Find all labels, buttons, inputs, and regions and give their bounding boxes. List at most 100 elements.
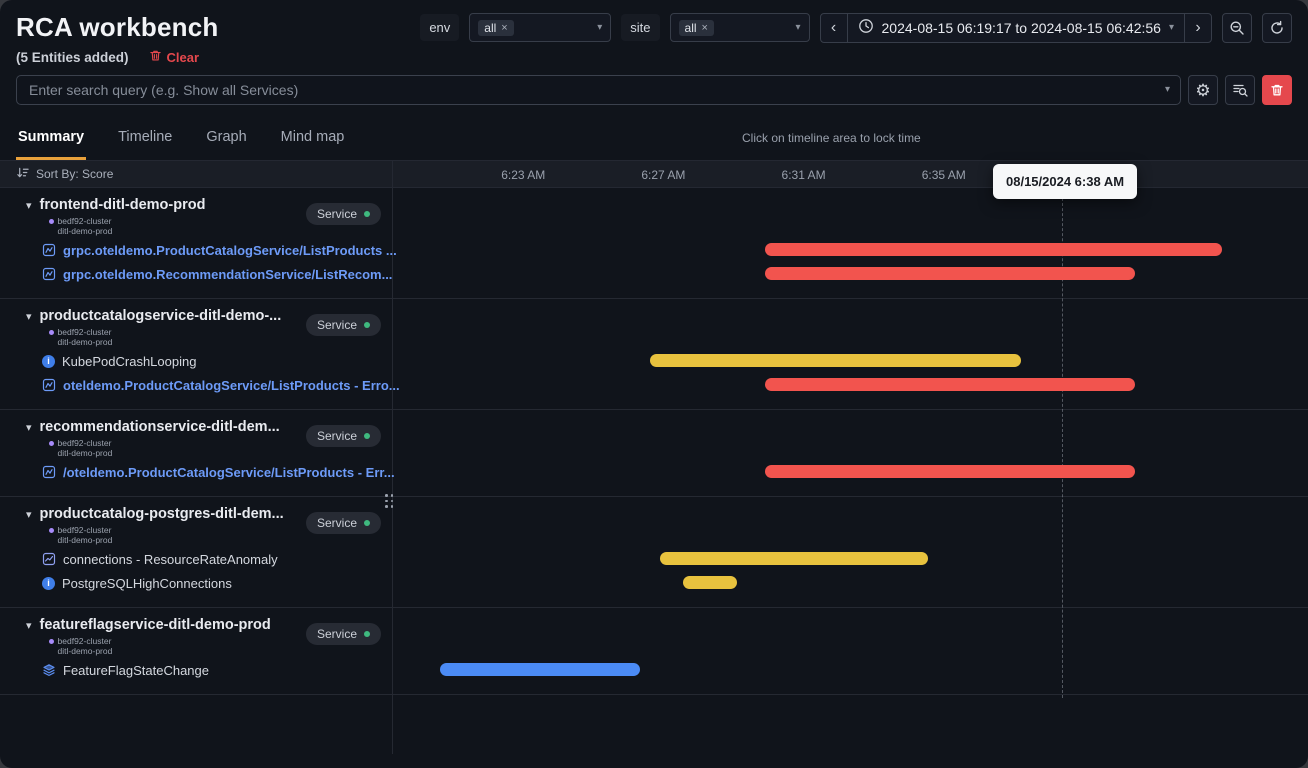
chevron-down-icon[interactable]: ▾ (26, 509, 32, 521)
event-bar-critical[interactable] (765, 267, 1135, 280)
chevron-down-icon[interactable]: ▾ (26, 311, 32, 323)
entity-group-row: ▾ productcatalogservice-ditl-demo-... be… (0, 299, 1308, 410)
page-title: RCA workbench (16, 12, 219, 42)
refresh-button[interactable] (1262, 12, 1292, 43)
site-chip-close-icon[interactable]: × (701, 21, 708, 34)
event-label: grpc.oteldemo.RecommendationService/List… (63, 266, 393, 282)
time-tooltip: 08/15/2024 6:38 AM (993, 164, 1138, 199)
health-dot-icon (364, 520, 370, 526)
event-bar-critical[interactable] (765, 378, 1135, 391)
time-next-button[interactable]: › (1184, 13, 1211, 42)
event-label: connections - ResourceRateAnomaly (63, 551, 278, 567)
tab-timeline[interactable]: Timeline (118, 129, 173, 145)
event-item[interactable]: connections - ResourceRateAnomaly (0, 547, 392, 571)
event-link[interactable]: /oteldemo.ProductCatalogService/ListProd… (0, 460, 395, 484)
cluster-name: bedf92-cluster (57, 216, 112, 226)
cluster-dot-icon (48, 329, 54, 335)
tab-mind-map[interactable]: Mind map (280, 129, 345, 145)
zoom-out-button[interactable] (1222, 12, 1252, 43)
query-search-button[interactable] (1225, 75, 1255, 105)
event-link[interactable]: oteldemo.ProductCatalogService/ListProdu… (0, 373, 400, 397)
event-bar-info[interactable] (439, 663, 641, 676)
clear-label: Clear (166, 49, 200, 65)
site-select[interactable]: all × ▾ (669, 13, 810, 42)
timeline-lane[interactable] (393, 299, 1308, 409)
chevron-down-icon[interactable]: ▾ (26, 422, 32, 434)
subheader: (5 Entities added) Clear (0, 45, 1308, 73)
namespace-name: ditl-demo-prod (57, 535, 113, 545)
sort-control[interactable]: Sort By: Score (0, 161, 393, 187)
time-prev-button[interactable]: ‹ (821, 13, 848, 42)
event-bar-warning[interactable] (659, 552, 928, 565)
entity-name: recommendationservice-ditl-dem... (39, 419, 280, 435)
entity-header[interactable]: ▾ productcatalogservice-ditl-demo-... be… (0, 305, 392, 349)
bottom-spacer (0, 690, 1308, 754)
env-select[interactable]: all × ▾ (469, 13, 612, 42)
trash-icon (149, 49, 162, 65)
cluster-name: bedf92-cluster (57, 327, 112, 337)
entity-type-badge: Service (305, 314, 381, 336)
chevron-down-icon[interactable]: ▾ (26, 620, 32, 632)
site-label: site (621, 14, 660, 41)
entity-type-badge: Service (305, 425, 381, 447)
badge-label: Service (316, 318, 357, 332)
env-label: env (420, 14, 460, 41)
panel-resize-handle[interactable] (385, 494, 393, 508)
cluster-name: bedf92-cluster (57, 636, 112, 646)
delete-query-button[interactable] (1262, 75, 1292, 105)
chevron-down-icon[interactable]: ▾ (26, 200, 32, 212)
timeline-lane[interactable] (393, 188, 1308, 298)
cluster-dot-icon (48, 440, 54, 446)
trace-icon (42, 378, 56, 392)
entity-name: frontend-ditl-demo-prod (39, 197, 206, 213)
event-item[interactable]: FeatureFlagStateChange (0, 658, 392, 682)
sort-icon (16, 166, 29, 182)
locked-time-cursor[interactable] (1061, 188, 1063, 698)
env-chip-close-icon[interactable]: × (501, 21, 508, 34)
entity-header[interactable]: ▾ recommendationservice-ditl-dem... bedf… (0, 416, 392, 460)
entity-header[interactable]: ▾ productcatalog-postgres-ditl-dem... be… (0, 503, 392, 547)
event-item[interactable]: i PostgreSQLHighConnections (0, 571, 392, 595)
time-axis[interactable]: 6:23 AM 6:27 AM 6:31 AM 6:35 AM (393, 161, 1308, 187)
entity-header[interactable]: ▾ featureflagservice-ditl-demo-prod bedf… (0, 614, 392, 658)
event-bar-warning[interactable] (682, 576, 737, 589)
rca-content: ▾ frontend-ditl-demo-prod bedf92-cluster… (0, 188, 1308, 754)
metric-icon (42, 552, 56, 566)
trace-icon (42, 267, 56, 281)
badge-label: Service (316, 516, 357, 530)
event-item[interactable]: i KubePodCrashLooping (0, 349, 392, 373)
namespace-name: ditl-demo-prod (57, 337, 113, 347)
tab-graph[interactable]: Graph (206, 129, 247, 145)
event-link[interactable]: grpc.oteldemo.ProductCatalogService/List… (0, 238, 397, 262)
event-label: /oteldemo.ProductCatalogService/ListProd… (63, 464, 395, 480)
zoom-out-icon (1229, 20, 1245, 36)
chevron-down-icon[interactable]: ▾ (1168, 21, 1174, 33)
entity-header[interactable]: ▾ frontend-ditl-demo-prod bedf92-cluster… (0, 194, 392, 238)
event-link[interactable]: grpc.oteldemo.RecommendationService/List… (0, 262, 392, 286)
time-range-display[interactable]: 2024-08-15 06:19:17 to 2024-08-15 06:42:… (848, 14, 1184, 42)
chevron-down-icon: ▾ (597, 21, 603, 33)
badge-label: Service (316, 207, 357, 221)
event-bar-critical[interactable] (765, 465, 1135, 478)
chevron-down-icon[interactable]: ▾ (1164, 84, 1170, 95)
cluster-dot-icon (48, 218, 54, 224)
event-label: PostgreSQLHighConnections (62, 575, 232, 591)
search-input[interactable] (27, 81, 1165, 99)
timeline-lane[interactable] (393, 497, 1308, 607)
entity-group-row: ▾ recommendationservice-ditl-dem... bedf… (0, 410, 1308, 497)
env-chip: all × (478, 19, 514, 36)
health-dot-icon (364, 433, 370, 439)
event-label: grpc.oteldemo.ProductCatalogService/List… (63, 242, 397, 258)
event-label: KubePodCrashLooping (62, 353, 197, 369)
event-bar-warning[interactable] (649, 354, 1022, 367)
tab-summary[interactable]: Summary (16, 129, 87, 160)
clear-button[interactable]: Clear (149, 49, 200, 65)
time-range-picker: ‹ 2024-08-15 06:19:17 to 2024-08-15 06:4… (819, 12, 1212, 43)
time-range-text: 2024-08-15 06:19:17 to 2024-08-15 06:42:… (881, 19, 1161, 36)
timeline-lane[interactable] (393, 608, 1308, 694)
axis-tick-label: 6:31 AM (781, 168, 826, 182)
event-bar-critical[interactable] (765, 243, 1222, 256)
timeline-lane[interactable] (393, 410, 1308, 496)
settings-button[interactable]: ⚙ (1188, 75, 1218, 105)
